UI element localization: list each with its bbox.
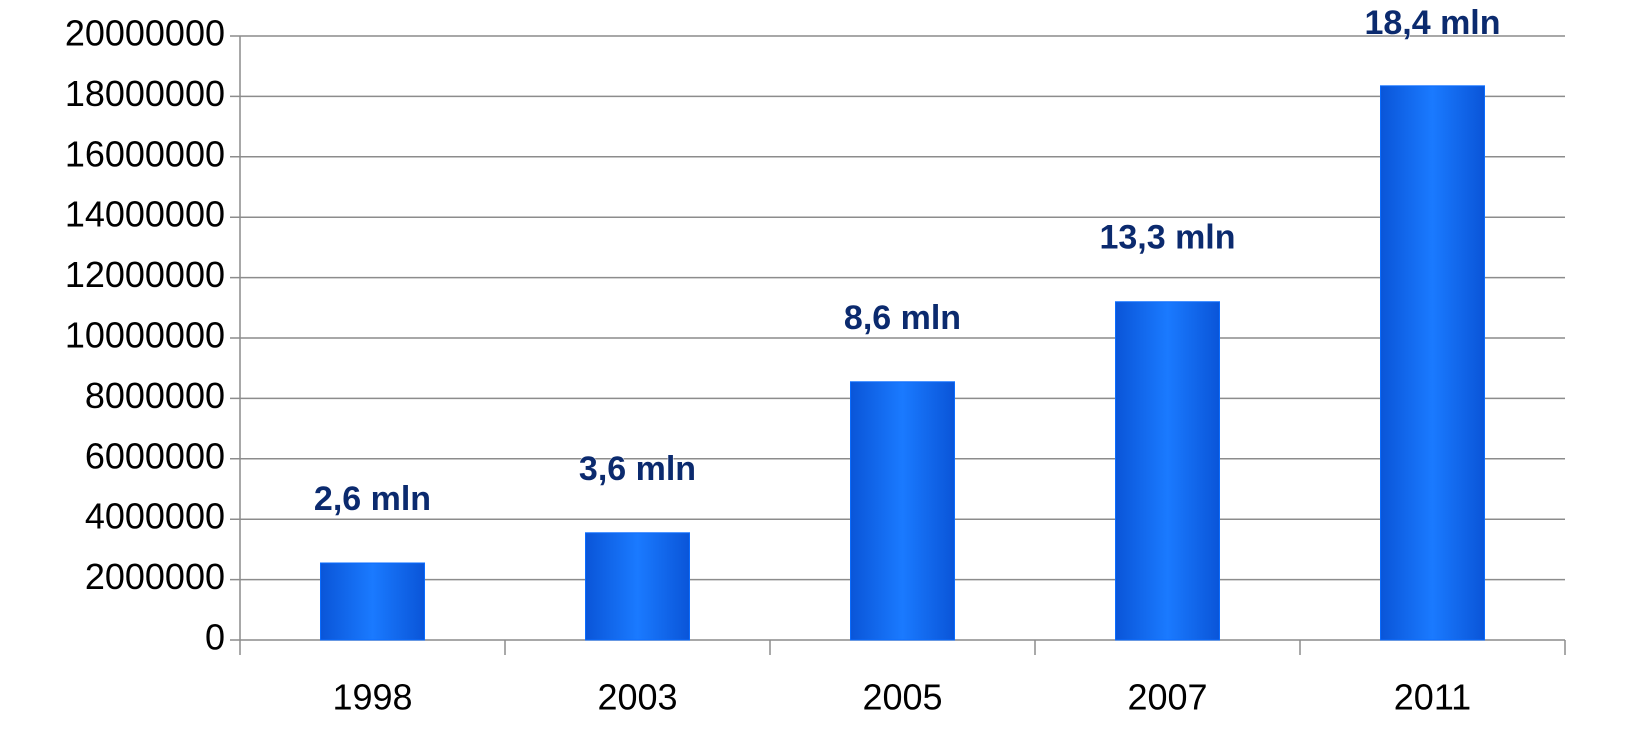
y-tick-label: 12000000: [65, 254, 225, 295]
annotation: 3,6 mln: [579, 450, 696, 488]
annotation: 8,6 mln: [844, 299, 961, 337]
y-tick-label: 2000000: [85, 556, 225, 597]
y-tick-label: 14000000: [65, 194, 225, 235]
y-tick-label: 0: [205, 617, 225, 658]
bar: [320, 562, 425, 641]
bar: [1380, 85, 1485, 641]
y-tick-label: 8000000: [85, 375, 225, 416]
x-tick-label: 2007: [1127, 677, 1207, 718]
bar: [585, 532, 690, 641]
annotation: 18,4 mln: [1364, 4, 1500, 42]
bar: [850, 381, 955, 641]
y-tick-label: 16000000: [65, 133, 225, 174]
x-tick-label: 1998: [332, 677, 412, 718]
y-tick-label: 4000000: [85, 496, 225, 537]
annotation: 13,3 mln: [1099, 219, 1235, 257]
y-tick-label: 20000000: [65, 13, 225, 54]
y-tick-label: 10000000: [65, 315, 225, 356]
y-tick-label: 6000000: [85, 435, 225, 476]
bar: [1115, 301, 1220, 641]
y-tick-label: 18000000: [65, 73, 225, 114]
x-tick-label: 2003: [597, 677, 677, 718]
x-tick-label: 2005: [862, 677, 942, 718]
x-tick-label: 2011: [1394, 677, 1471, 718]
annotation: 2,6 mln: [314, 480, 431, 518]
